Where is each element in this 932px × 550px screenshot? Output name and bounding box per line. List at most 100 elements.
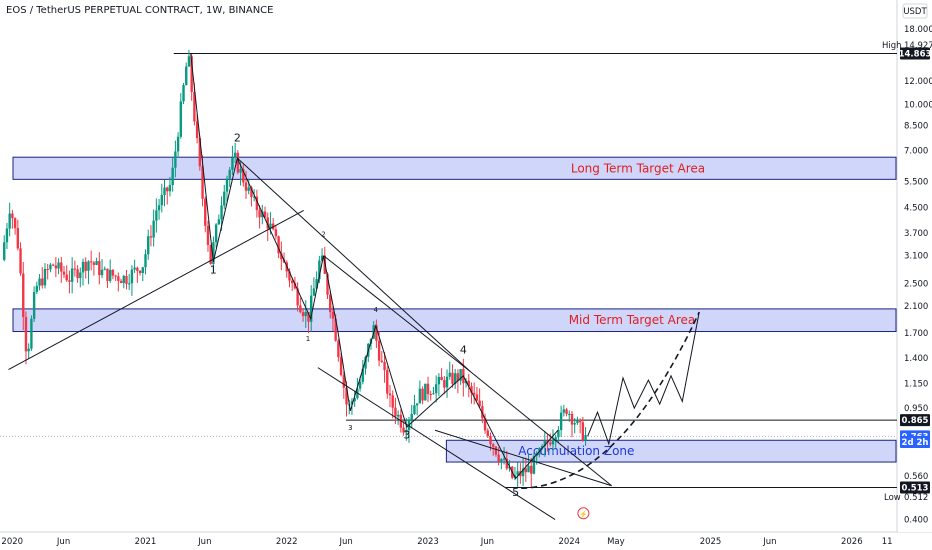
time-tick-label: 11 <box>882 537 893 547</box>
candle-body <box>339 357 343 376</box>
candle-body <box>242 168 245 183</box>
candle-body <box>236 152 240 173</box>
candle-body <box>117 276 120 281</box>
zone-rect <box>445 439 897 463</box>
trendline <box>317 367 556 520</box>
candle-body <box>581 422 585 441</box>
candle-body <box>174 151 177 168</box>
price-badge-label: 0.865 <box>902 416 929 426</box>
candle-body <box>136 267 139 271</box>
candle-body <box>68 280 71 282</box>
candle-body <box>486 430 489 437</box>
candle-body <box>41 278 44 286</box>
candle-body <box>122 275 125 283</box>
candle-body <box>329 294 332 312</box>
candle-body <box>263 211 267 218</box>
candle-body <box>350 401 354 405</box>
wave-label: 1 <box>210 263 217 276</box>
candle-body <box>445 376 449 388</box>
candle-body <box>182 85 185 102</box>
candle-body <box>557 430 560 438</box>
time-tick-label: 2026 <box>841 537 863 547</box>
zone-rect <box>12 308 897 333</box>
candle-body <box>380 360 384 362</box>
trendline <box>323 255 471 373</box>
candle-body <box>467 380 470 387</box>
candle-body <box>187 56 191 67</box>
price-tick-label: 1.700 <box>904 329 928 339</box>
candle-body <box>43 269 47 286</box>
candle-body <box>255 196 259 211</box>
candle-body <box>440 376 443 381</box>
trendline <box>434 429 612 487</box>
time-tick-label: 2022 <box>276 537 298 547</box>
price-badge-label: 0.513 <box>902 484 929 494</box>
price-tick-label: 0.950 <box>904 404 928 414</box>
candle-body <box>448 372 451 377</box>
candle-body <box>152 220 155 238</box>
candle-body <box>377 340 381 361</box>
candle-body <box>70 268 74 282</box>
candle-body <box>46 269 49 271</box>
price-tick-label: 2.500 <box>904 279 928 289</box>
candle-body <box>147 236 150 255</box>
flash-icon[interactable] <box>577 507 590 520</box>
candle-body <box>11 213 14 219</box>
candle-body <box>424 383 427 401</box>
candle-body <box>3 242 6 260</box>
candle-body <box>5 228 9 243</box>
low-label: Low <box>884 493 901 503</box>
currency-button[interactable] <box>902 3 928 19</box>
candle-body <box>527 465 530 473</box>
candle-body <box>394 407 397 417</box>
candle-body <box>573 423 576 425</box>
candle-body <box>32 291 36 319</box>
candle-body <box>543 441 547 446</box>
candle-body <box>434 384 438 394</box>
candle-body <box>299 305 302 313</box>
price-badge-label: 14.863 <box>899 50 932 60</box>
wave-label: 1 <box>306 335 310 343</box>
time-axis[interactable]: 2020 Jun 2021 Jun 2022 Jun 2023 Jun 2024 May 2025 J… <box>1 537 892 547</box>
time-tick-label: 2023 <box>417 537 439 547</box>
candle-body <box>92 262 96 265</box>
candle-body <box>451 372 454 384</box>
wave-label: 2 <box>321 230 325 238</box>
candle-body <box>49 264 52 270</box>
wave-label: 5 <box>512 486 519 499</box>
trendline <box>8 209 304 371</box>
candle-body <box>456 373 460 381</box>
candle-body <box>95 261 98 265</box>
candle-body <box>530 465 533 474</box>
wave-label: 4 <box>460 344 467 357</box>
trendline <box>236 157 471 373</box>
candle-body <box>413 405 416 414</box>
candle-body <box>500 459 503 462</box>
flash-glyph: ⚡ <box>579 509 588 518</box>
candle-body <box>24 317 28 352</box>
price-tick-label: 10.000 <box>904 101 932 111</box>
candle-body <box>8 213 11 229</box>
candlesticks <box>3 49 587 487</box>
candle-body <box>209 244 212 265</box>
candle-body <box>103 268 106 270</box>
candle-body <box>130 269 134 284</box>
candle-body <box>168 184 172 192</box>
candle-body <box>296 288 299 306</box>
time-tick-label: 2020 <box>1 537 23 547</box>
candle-body <box>141 267 144 274</box>
candle-body <box>206 225 210 245</box>
price-tick-label: 2.100 <box>904 302 928 312</box>
price-badge <box>900 414 930 427</box>
candle-body <box>310 295 313 322</box>
candle-body <box>228 169 231 179</box>
candle-body <box>396 414 400 417</box>
candle-body <box>190 56 193 92</box>
candle-body <box>233 152 237 158</box>
time-tick-label: Jun <box>56 537 70 547</box>
chart-title: EOS / TetherUS PERPETUAL CONTRACT, 1W, B… <box>6 5 274 16</box>
target-zones: Long Term Target Area Mid Term Target Are… <box>12 156 897 463</box>
price-axis[interactable]: USDT 18.000 12.000 10.000 8.500 7.000 5.500 4.5… <box>882 0 932 532</box>
candle-body <box>405 430 408 433</box>
